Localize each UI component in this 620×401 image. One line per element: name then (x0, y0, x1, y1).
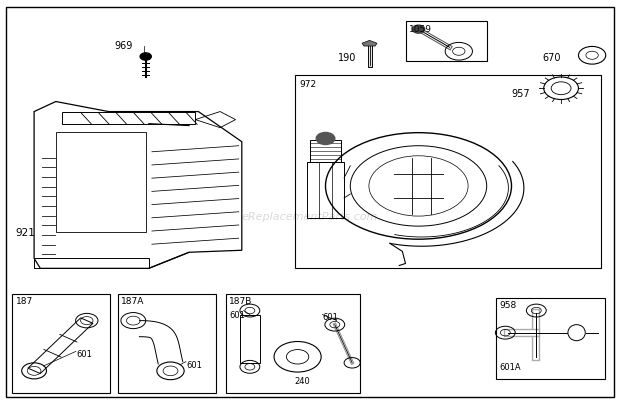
Polygon shape (362, 41, 377, 47)
Text: 187A: 187A (121, 297, 144, 306)
Bar (294, 76, 601, 269)
Text: 958: 958 (499, 301, 516, 310)
Circle shape (412, 26, 425, 34)
Circle shape (140, 54, 151, 61)
Bar (226, 295, 360, 393)
Text: 957: 957 (512, 89, 530, 99)
Bar (406, 22, 487, 62)
Text: 670: 670 (542, 53, 561, 63)
Text: 1059: 1059 (409, 25, 432, 34)
Text: 601: 601 (76, 349, 92, 358)
Text: 921: 921 (16, 228, 35, 237)
Bar (12, 295, 110, 393)
Text: 187: 187 (16, 297, 33, 306)
Bar (496, 299, 604, 379)
Text: 601: 601 (322, 312, 339, 321)
Text: eReplacementParts.com: eReplacementParts.com (242, 212, 378, 221)
Text: 601A: 601A (499, 363, 521, 371)
Bar (118, 295, 216, 393)
Text: 969: 969 (115, 41, 133, 51)
Text: 240: 240 (294, 377, 310, 385)
Text: 190: 190 (338, 53, 356, 63)
Text: 601: 601 (186, 360, 202, 369)
Text: 601: 601 (229, 310, 246, 319)
Text: 187B: 187B (229, 297, 253, 306)
Circle shape (316, 133, 335, 145)
Text: 972: 972 (299, 79, 317, 88)
